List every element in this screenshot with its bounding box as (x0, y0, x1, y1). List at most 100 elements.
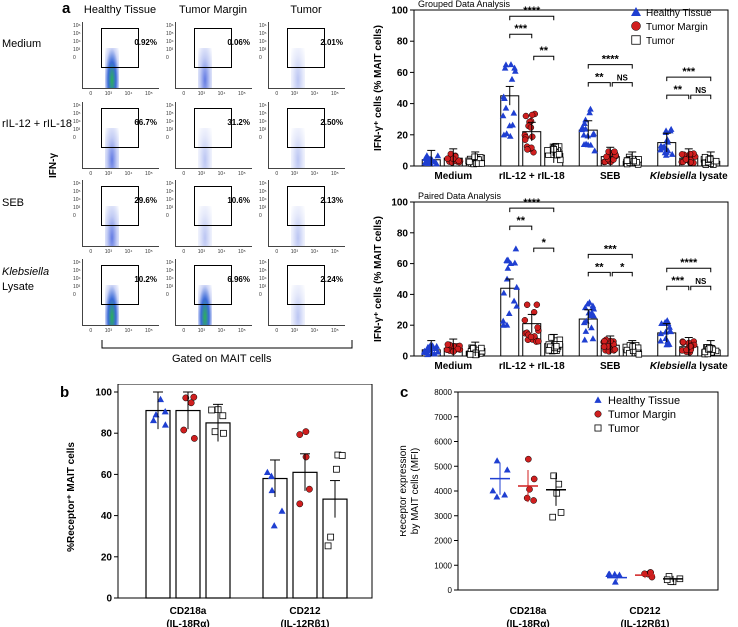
y-tick-label: 60 (397, 259, 409, 270)
tumor-margin-point (302, 453, 310, 461)
flow-y-ticks: 10⁶ 10⁵ 10⁴ 10³ 0 (166, 102, 174, 142)
flow-gate-percentage: 0.92% (134, 38, 157, 47)
row-label-medium: Medium (2, 38, 42, 50)
significance-bracket (533, 247, 555, 253)
bar (292, 471, 318, 599)
healthy-tissue-point (616, 571, 623, 578)
flow-x-tick: 0 (89, 91, 93, 97)
tumor-point (338, 452, 346, 459)
tumor-margin-point (522, 112, 530, 120)
healthy-tissue-point (510, 109, 518, 116)
flow-y-tick: 10⁴ (166, 197, 174, 203)
flow-y-tick: 10⁵ (166, 189, 174, 195)
healthy-tissue-point (513, 283, 521, 290)
flow-plot-1-0: 66.7% 10⁶ 10⁵ 10⁴ 10³ 0 0 10³ 10⁴ 10⁵ (73, 102, 159, 177)
tumor-margin-point (530, 497, 537, 504)
flow-y-tick: 10⁶ (73, 260, 81, 266)
tumor-margin-point (533, 301, 541, 308)
flow-cell-cloud (291, 206, 305, 246)
category-label: CD218a (170, 606, 207, 617)
flow-y-tick: 10⁶ (73, 23, 81, 29)
tumor-point (553, 342, 560, 350)
y-tick-label: 0 (402, 162, 408, 173)
flow-y-tick: 10⁶ (166, 260, 174, 266)
tumor-point (557, 509, 565, 516)
flow-x-tick: 10⁴ (310, 171, 319, 177)
flow-x-ticks: 0 10³ 10⁴ 10⁵ (269, 249, 345, 255)
y-tick-label: 40 (397, 290, 409, 301)
flow-x-tick: 10³ (197, 91, 205, 97)
flow-plot-2-2: 2.13% 10⁶ 10⁵ 10⁴ 10³ 0 0 10³ 10⁴ 10⁵ (259, 180, 345, 255)
healthy-tissue-point (664, 138, 672, 145)
healthy-tissue-point (489, 487, 497, 494)
healthy-tissue-point (666, 323, 673, 330)
healthy-tissue-point (659, 144, 667, 151)
flow-y-tick: 10³ (73, 127, 81, 133)
tumor-margin-point (305, 485, 313, 493)
tumor-margin-point (296, 431, 304, 438)
flow-y-ticks: 10⁶ 10⁵ 10⁴ 10³ 0 (73, 102, 81, 142)
flow-gate (101, 265, 139, 305)
flow-y-tick: 10⁶ (73, 103, 81, 109)
plot-frame (413, 9, 729, 167)
flow-x-tick: 0 (275, 328, 279, 334)
flow-x-tick: 10³ (104, 328, 112, 334)
significance-label: **** (602, 54, 620, 66)
y-tick-label: 60 (101, 470, 113, 481)
healthy-tissue-point (501, 64, 509, 71)
tumor-point (594, 424, 602, 432)
y-tick-label: 6000 (434, 438, 452, 447)
flow-cell-cloud (291, 285, 305, 325)
flow-y-tick: 0 (259, 292, 262, 298)
flow-plot-3-2: 2.24% 10⁶ 10⁵ 10⁴ 10³ 0 0 10³ 10⁴ 10⁵ (259, 259, 345, 334)
row-label-seb: SEB (2, 197, 25, 209)
healthy-tissue-point (505, 310, 513, 317)
panel-b-label: b (60, 384, 70, 401)
category-sublabel: (IL-18Rα) (166, 619, 209, 627)
healthy-tissue-point (611, 578, 619, 585)
healthy-tissue-point (631, 7, 641, 16)
y-tick-label: 60 (397, 68, 409, 79)
healthy-tissue-point (493, 493, 501, 500)
healthy-tissue-point (581, 120, 588, 126)
healthy-tissue-point (501, 491, 509, 498)
tumor-point (473, 160, 480, 167)
flow-x-tick: 10⁴ (124, 328, 133, 334)
healthy-tissue-point (587, 105, 594, 112)
flow-y-tick: 10³ (166, 284, 174, 290)
flow-gate (287, 265, 325, 305)
healthy-tissue-point (263, 468, 271, 476)
flow-x-tick: 10³ (290, 328, 298, 334)
flow-gate-percentage: 2.13% (320, 196, 343, 205)
legend-label: Tumor (646, 36, 675, 47)
healthy-tissue-point (500, 93, 507, 100)
y-tick-label: 0 (402, 352, 408, 363)
flow-x-tick: 10⁴ (310, 249, 319, 255)
flow-y-tick: 0 (166, 135, 169, 141)
flow-y-ticks: 10⁶ 10⁵ 10⁴ 10³ 0 (73, 22, 81, 62)
flow-plot-2-1: 10.6% 10⁶ 10⁵ 10⁴ 10³ 0 0 10³ 10⁴ 10⁵ (166, 180, 252, 255)
flow-y-tick: 0 (73, 55, 76, 61)
y-tick-label: 80 (397, 228, 409, 239)
tumor-margin-point (302, 428, 310, 436)
flow-x-tick: 10³ (290, 171, 298, 177)
flow-gate-percentage: 2.50% (320, 118, 343, 127)
flow-y-tick: 10⁶ (259, 260, 267, 266)
healthy-tissue-point (507, 260, 514, 267)
flow-x-tick: 10⁴ (310, 91, 319, 97)
flow-x-ticks: 0 10³ 10⁴ 10⁵ (176, 328, 252, 334)
flow-x-tick: 0 (275, 249, 279, 255)
flow-y-tick: 10³ (259, 284, 267, 290)
category-label: SEB (600, 361, 621, 372)
healthy-tissue-point (611, 570, 619, 577)
flow-x-ticks: 0 10³ 10⁴ 10⁵ (83, 91, 159, 97)
healthy-tissue-point (668, 150, 676, 157)
legend-label: Tumor Margin (646, 22, 708, 33)
flow-x-tick: 10³ (197, 328, 205, 334)
bar (175, 409, 201, 599)
healthy-tissue-point (511, 67, 519, 74)
tumor-margin-point (611, 346, 619, 353)
healthy-tissue-point (511, 64, 518, 71)
significance-label: *** (604, 243, 618, 255)
tumor-point (555, 480, 563, 488)
